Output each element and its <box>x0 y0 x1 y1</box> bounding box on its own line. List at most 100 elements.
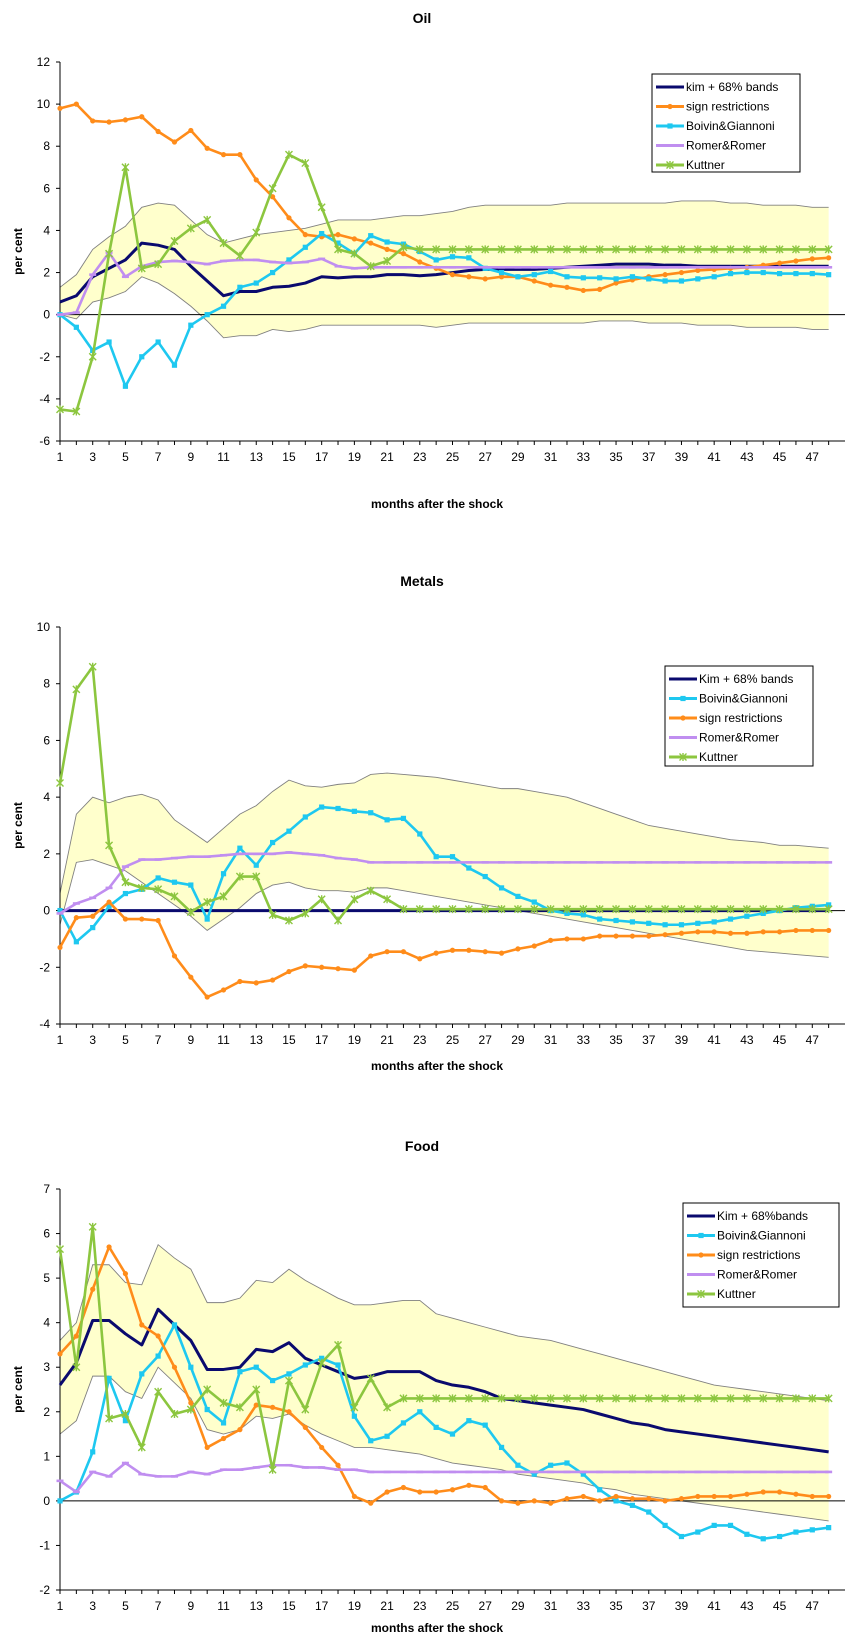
legend-marker <box>697 1273 705 1276</box>
x-tick-label: 31 <box>544 1033 558 1047</box>
legend-entry: Kuttner <box>686 158 725 172</box>
x-tick-label: 3 <box>89 1033 96 1047</box>
data-point <box>824 905 833 914</box>
data-point <box>546 1394 555 1403</box>
data-point <box>170 856 178 860</box>
data-point <box>695 929 701 935</box>
data-point <box>106 119 112 125</box>
band-lower-line <box>59 276 829 339</box>
data-point <box>793 1491 799 1497</box>
data-point <box>220 152 227 158</box>
y-tick-label: -4 <box>39 392 50 406</box>
data-point <box>399 905 408 914</box>
data-point <box>384 246 390 252</box>
data-point <box>548 268 554 275</box>
data-point <box>826 1525 832 1531</box>
legend-entry: Kuttner <box>699 750 738 764</box>
data-point <box>661 265 669 269</box>
data-point <box>498 950 505 956</box>
data-point <box>137 883 146 892</box>
data-point <box>726 905 735 914</box>
data-point <box>727 271 734 277</box>
data-point <box>155 1333 161 1339</box>
data-point <box>252 872 261 881</box>
x-tick-label: 27 <box>479 1033 493 1047</box>
data-point <box>515 274 521 280</box>
data-point <box>301 909 310 918</box>
data-point <box>432 1394 441 1403</box>
data-point <box>792 265 800 269</box>
x-tick-label: 33 <box>577 1033 591 1047</box>
series-line <box>58 1225 829 1471</box>
legend-entry: Kim + 68%bands <box>717 1209 808 1223</box>
x-tick-label: 39 <box>675 1599 689 1613</box>
data-point <box>809 256 815 262</box>
data-point <box>711 919 717 925</box>
data-point <box>301 1466 309 1469</box>
data-point <box>449 1470 456 1474</box>
data-point <box>776 861 784 864</box>
x-tick-label: 5 <box>122 1033 129 1047</box>
data-point <box>579 861 587 864</box>
legend: Kim + 68%bands Boivin&Giannoni sign restri… <box>682 1202 840 1308</box>
data-point <box>302 1362 308 1368</box>
data-point <box>219 1398 228 1407</box>
y-tick-label: 4 <box>43 790 50 804</box>
data-point <box>759 1470 767 1474</box>
data-point <box>383 1403 392 1412</box>
data-point <box>448 245 457 254</box>
x-tick-label: 37 <box>642 1033 656 1047</box>
legend-box <box>664 665 814 767</box>
legend-marker <box>697 1290 705 1298</box>
data-point <box>466 255 472 261</box>
data-point <box>253 280 259 286</box>
data-point <box>122 383 129 389</box>
data-point <box>139 916 145 922</box>
data-point <box>808 265 816 269</box>
data-point <box>744 930 750 936</box>
data-point <box>88 352 97 361</box>
data-point <box>531 278 537 284</box>
x-tick-label: 29 <box>511 450 525 464</box>
data-point <box>727 916 734 922</box>
data-point <box>759 861 767 864</box>
y-tick-label: -6 <box>39 434 50 448</box>
data-point <box>449 1431 456 1437</box>
data-point <box>171 139 178 145</box>
data-point <box>73 324 79 330</box>
data-point <box>121 1461 129 1465</box>
data-point <box>776 260 783 266</box>
data-point <box>416 861 424 864</box>
x-tick-label: 13 <box>250 450 264 464</box>
data-point <box>530 1470 538 1474</box>
data-point <box>203 215 212 224</box>
data-point <box>482 1484 488 1491</box>
data-point <box>613 1498 619 1504</box>
series-romer-romer <box>56 851 833 915</box>
confidence-band <box>60 200 829 338</box>
x-tick-label: 41 <box>707 1033 721 1047</box>
data-point <box>106 1375 112 1381</box>
data-point <box>693 1394 702 1403</box>
data-point <box>432 1470 440 1474</box>
y-axis-label: per cent <box>11 802 25 849</box>
data-point <box>628 1394 637 1403</box>
data-point <box>301 260 309 264</box>
data-point <box>105 1475 113 1478</box>
data-point <box>563 1470 571 1474</box>
series-line <box>59 232 829 388</box>
data-point <box>415 245 424 254</box>
data-point <box>629 933 635 939</box>
data-point <box>628 245 637 254</box>
data-point <box>154 260 163 269</box>
data-point <box>727 930 734 936</box>
data-point <box>302 244 308 250</box>
data-point <box>744 913 750 919</box>
series-line <box>58 805 829 944</box>
x-tick-label: 17 <box>315 1033 329 1047</box>
data-point <box>661 905 670 914</box>
series-line <box>59 102 829 292</box>
data-point <box>72 902 80 905</box>
